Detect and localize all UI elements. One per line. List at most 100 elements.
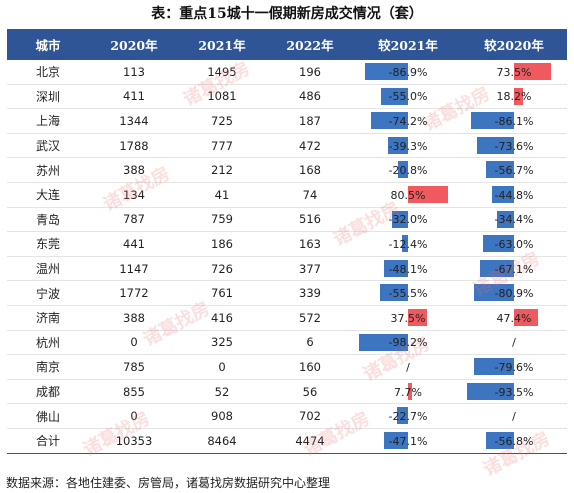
value-2022: 56 [265, 379, 355, 405]
change-vs-2020-bar [514, 63, 551, 80]
change-vs-2021-bar [397, 161, 408, 179]
value-2022: 572 [265, 305, 355, 331]
change-vs-2020-cell: -44.8% [461, 182, 567, 208]
value-2020: 787 [89, 207, 179, 233]
value-2020: 0 [89, 330, 179, 356]
header-2021: 2021年 [179, 29, 265, 60]
value-2020: 785 [89, 354, 179, 380]
value-2022: 74 [265, 182, 355, 208]
change-vs-2021-cell: -20.8% [355, 157, 461, 183]
change-vs-2020-cell: -67.1% [461, 256, 567, 282]
value-2020: 388 [89, 305, 179, 331]
table-row: 宁波 1772 761 339 -55.5% -80.9% [7, 280, 567, 306]
change-vs-2021-bar [401, 235, 408, 253]
value-2020: 441 [89, 231, 179, 257]
value-2022: 168 [265, 157, 355, 183]
city-cell: 南京 [7, 354, 89, 380]
change-vs-2021-cell: -86.9% [355, 60, 461, 85]
change-vs-2020-bar [514, 308, 538, 326]
change-vs-2020-cell: -56.7% [461, 157, 567, 183]
change-vs-2020-label: -44.8% [494, 188, 534, 202]
change-vs-2020-label: 47.4% [496, 311, 532, 325]
change-vs-2020-label: -73.6% [494, 139, 534, 153]
change-vs-2020-cell: -63.0% [461, 231, 567, 257]
change-vs-2020-label: -56.8% [494, 434, 534, 448]
value-2020: 0 [89, 403, 179, 429]
value-2022: 196 [265, 60, 355, 85]
change-vs-2021-label: -32.0% [388, 213, 428, 227]
value-2021: 8464 [179, 428, 265, 454]
change-vs-2020-cell: -93.5% [461, 379, 567, 405]
value-2020: 134 [89, 182, 179, 208]
city-cell: 武汉 [7, 133, 89, 159]
change-vs-2021-label: 80.5% [390, 188, 426, 202]
city-cell: 合计 [7, 428, 89, 454]
value-2020: 1147 [89, 256, 179, 282]
header-vs2021: 较2021年 [355, 29, 461, 60]
table-row: 合计 10353 8464 4474 -47.1% -56.8% [7, 428, 567, 454]
change-vs-2020-label: / [512, 336, 516, 350]
change-vs-2020-bar [485, 161, 514, 179]
change-vs-2021-label: -55.5% [388, 287, 428, 301]
table-row: 温州 1147 726 377 -48.1% -67.1% [7, 256, 567, 282]
value-2021: 759 [179, 207, 265, 233]
change-vs-2021-bar [388, 136, 408, 154]
value-2021: 41 [179, 182, 265, 208]
value-2022: 472 [265, 133, 355, 159]
value-2021: 52 [179, 379, 265, 405]
change-vs-2021-label: -47.1% [388, 434, 428, 448]
header-2020: 2020年 [89, 29, 179, 60]
change-vs-2021-bar [408, 308, 427, 326]
value-2021: 325 [179, 330, 265, 356]
change-vs-2020-cell: 73.5% [461, 60, 567, 85]
table-row: 佛山 0 908 702 -22.7% / [7, 403, 567, 429]
change-vs-2020-bar [477, 136, 514, 154]
header-row: 城市 2020年 2021年 2022年 较2021年 较2020年 [7, 29, 567, 60]
value-2020: 113 [89, 60, 179, 85]
change-vs-2020-cell: / [461, 403, 567, 429]
change-vs-2021-bar [383, 259, 408, 277]
change-vs-2021-label: -12.4% [388, 237, 428, 251]
value-2021: 1081 [179, 84, 265, 110]
change-vs-2020-label: -93.5% [494, 385, 534, 399]
value-2021: 761 [179, 280, 265, 306]
city-cell: 东莞 [7, 231, 89, 257]
change-vs-2021-label: -48.1% [388, 262, 428, 276]
table-row: 济南 388 416 572 37.5% 47.4% [7, 305, 567, 331]
change-vs-2020-label: -79.6% [494, 360, 534, 374]
change-vs-2020-bar [470, 112, 514, 130]
change-vs-2020-label: -34.4% [494, 213, 534, 227]
value-2020: 855 [89, 379, 179, 405]
change-vs-2020-label: -56.7% [494, 164, 534, 178]
value-2022: 702 [265, 403, 355, 429]
city-cell: 苏州 [7, 157, 89, 183]
value-2020: 1788 [89, 133, 179, 159]
value-2022: 6 [265, 330, 355, 356]
change-vs-2021-bar [358, 333, 408, 351]
value-2021: 777 [179, 133, 265, 159]
city-cell: 青岛 [7, 207, 89, 233]
change-vs-2021-label: 7.7% [394, 385, 422, 399]
table-row: 杭州 0 325 6 -98.2% / [7, 330, 567, 356]
change-vs-2020-label: -80.9% [494, 287, 534, 301]
value-2022: 516 [265, 207, 355, 233]
change-vs-2020-label: -63.0% [494, 237, 534, 251]
change-vs-2021-cell: -48.1% [355, 256, 461, 282]
change-vs-2020-label: -67.1% [494, 262, 534, 276]
change-vs-2020-label: -86.1% [494, 114, 534, 128]
change-vs-2021-cell: 37.5% [355, 305, 461, 331]
value-2022: 163 [265, 231, 355, 257]
change-vs-2021-cell: -47.1% [355, 428, 461, 454]
change-vs-2021-label: -55.0% [388, 90, 428, 104]
value-2020: 388 [89, 157, 179, 183]
change-vs-2020-label: / [512, 410, 516, 424]
table-row: 苏州 388 212 168 -20.8% -56.7% [7, 157, 567, 183]
change-vs-2020-cell: -34.4% [461, 207, 567, 233]
table-row: 青岛 787 759 516 -32.0% -34.4% [7, 207, 567, 233]
city-cell: 宁波 [7, 280, 89, 306]
header-2022: 2022年 [265, 29, 355, 60]
change-vs-2020-bar [482, 235, 514, 253]
value-2020: 411 [89, 84, 179, 110]
value-2020: 10353 [89, 428, 179, 454]
source-note: 数据来源：各地住建委、房管局，诸葛找房数据研究中心整理 [6, 476, 331, 490]
